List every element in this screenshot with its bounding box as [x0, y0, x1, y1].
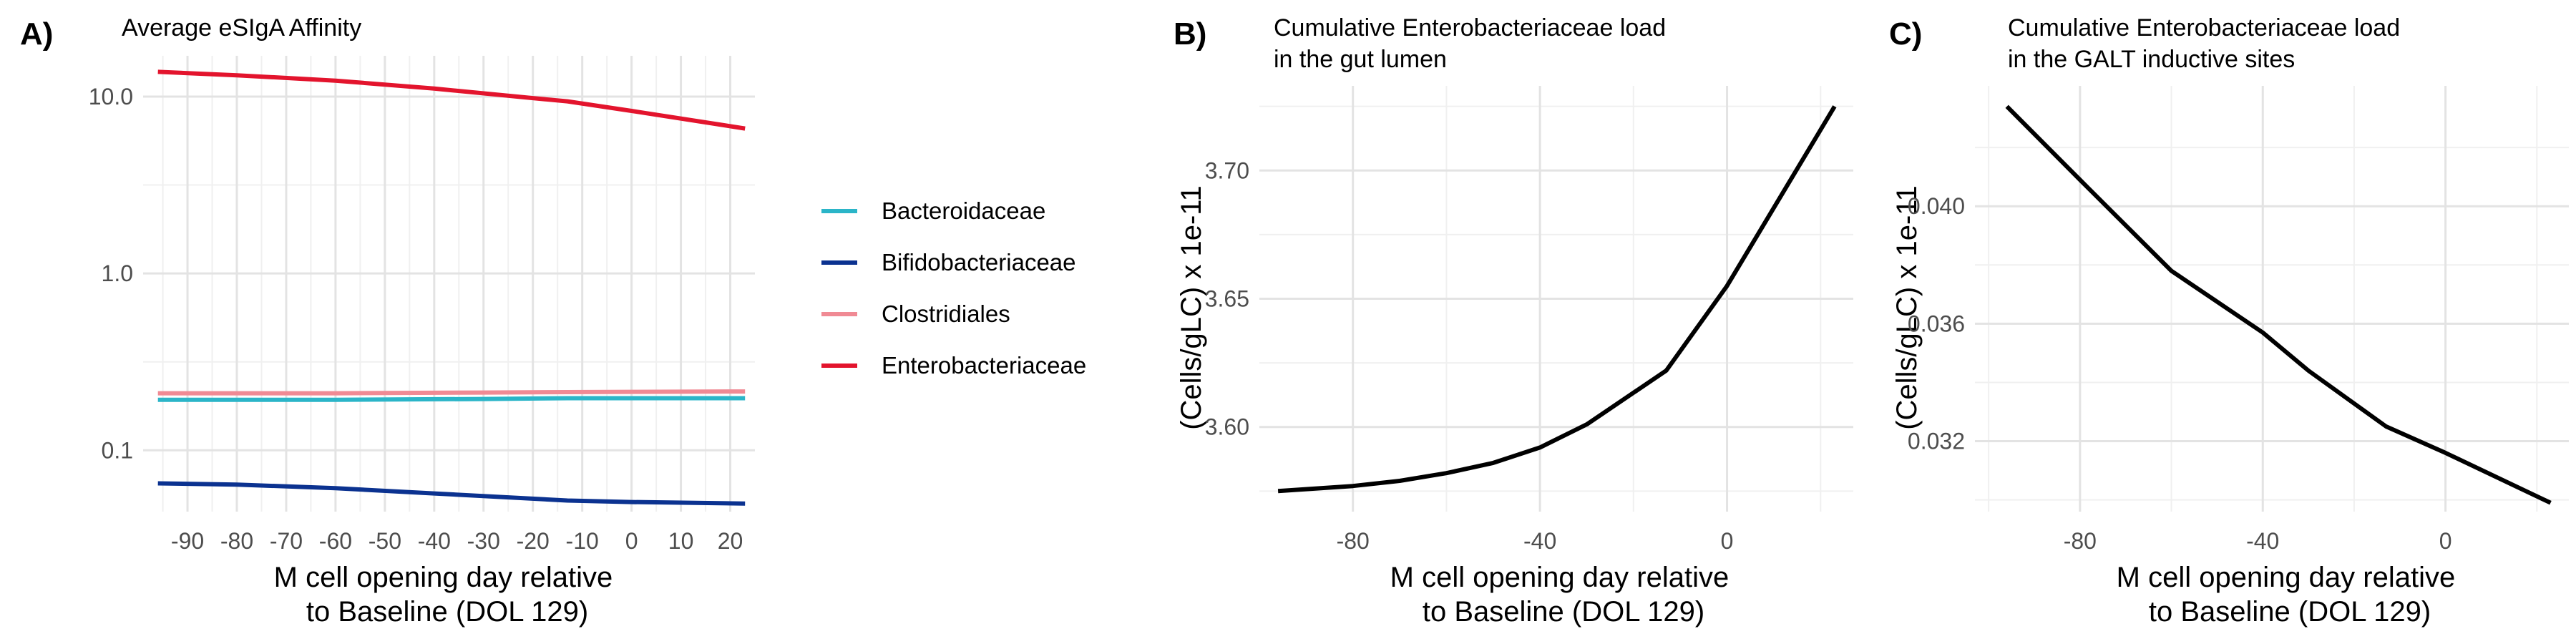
- panel-a-x-tick-label: 0: [625, 528, 638, 554]
- panel-a-legend: Bacteroidaceae Bifidobacteriaceae Clostrid…: [821, 197, 1086, 379]
- panel-a-x-tick-label: -50: [369, 528, 401, 554]
- panel-a-line-clostridiales: [157, 389, 746, 396]
- panel-c-series: [2005, 104, 2552, 505]
- panel-c-x-axis-label: M cell opening day relative to Baseline …: [2117, 562, 2464, 628]
- panel-a-label: A): [20, 16, 53, 52]
- panel-a-plot: -90 -80 -70 -60 -50 -40 -30 -20 -10 0 10 20 0.1 1.0 10…: [89, 56, 755, 554]
- panel-c-y-tick-label: 0.032: [1908, 429, 1965, 454]
- panel-a-y-tick-label: 10.0: [89, 84, 133, 109]
- panel-a-x-tick-label: -80: [220, 528, 253, 554]
- panel-b-title-line1: Cumulative Enterobacteriaceae load: [1274, 14, 1666, 42]
- panel-c-x-tick-label: 0: [2439, 528, 2452, 554]
- panel-c-label: C): [1889, 16, 1922, 52]
- panel-a-minor-grid: [143, 56, 755, 512]
- panel-a-x-tick-label: 20: [718, 528, 743, 554]
- panel-b-series: [1277, 105, 1837, 494]
- panel-c-plot-background: [1975, 86, 2569, 512]
- panel-a-x-axis-label-line1: M cell opening day relative: [274, 562, 613, 593]
- panel-c-y-axis-label: (Cells/gLC) x 1e-11: [1891, 185, 1923, 430]
- panel-a-x-tick-label: -40: [418, 528, 451, 554]
- legend-label-bacteroidaceae: Bacteroidaceae: [882, 197, 1045, 224]
- legend-label-bifidobacteriaceae: Bifidobacteriaceae: [882, 249, 1076, 275]
- panel-a-y-tick-label: 0.1: [102, 437, 133, 463]
- panel-b-line-main: [1277, 105, 1837, 494]
- panel-a-line-bacteroidaceae: [157, 396, 746, 402]
- panel-b-major-grid: [1259, 86, 1853, 512]
- panel-a-x-tick-label: -90: [171, 528, 204, 554]
- panel-b-x-axis-label: M cell opening day relative to Baseline …: [1390, 562, 1737, 628]
- panel-a-x-tick-label: -10: [566, 528, 599, 554]
- panel-b-x-tick-label: -80: [1337, 528, 1370, 554]
- panel-a-x-axis-label: M cell opening day relative to Baseline …: [274, 562, 621, 628]
- panel-a-x-tick-label: -60: [319, 528, 352, 554]
- panel-b-x-tick-label: -40: [1523, 528, 1556, 554]
- panel-a-x-tick-label: 10: [668, 528, 694, 554]
- panel-b-y-tick-label: 3.65: [1205, 286, 1249, 312]
- panel-a-x-tick-label: -70: [270, 528, 303, 554]
- panel-c: C) Cumulative Enterobacteriaceae load in…: [1889, 14, 2569, 628]
- panel-a-major-grid: [143, 56, 755, 512]
- panel-c-y-tick-label: 0.036: [1908, 311, 1965, 336]
- panel-c-line-main: [2005, 104, 2552, 505]
- panel-b: B) Cumulative Enterobacteriaceae load in…: [1174, 14, 1853, 628]
- panel-a-x-tick-label: -20: [517, 528, 550, 554]
- panel-b-x-axis-label-line2: to Baseline (DOL 129): [1423, 596, 1704, 628]
- panel-c-x-axis-label-line2: to Baseline (DOL 129): [2149, 596, 2431, 628]
- legend-label-clostridiales: Clostridiales: [882, 301, 1010, 327]
- panel-a-tick-labels: -90 -80 -70 -60 -50 -40 -30 -20 -10 0 10 20 0.1 1.0 10…: [89, 84, 743, 554]
- panel-b-title: Cumulative Enterobacteriaceae load in th…: [1274, 14, 1673, 73]
- panel-a-y-tick-label: 1.0: [102, 260, 133, 286]
- panel-a-line-enterobacteriaceae: [157, 69, 746, 131]
- panel-c-x-tick-label: -80: [2064, 528, 2097, 554]
- panel-a-title: Average eSIgA Affinity: [122, 14, 361, 42]
- panel-c-x-tick-label: -40: [2246, 528, 2279, 554]
- panel-c-title: Cumulative Enterobacteriaceae load in th…: [2008, 14, 2407, 73]
- panel-b-y-tick-label: 3.70: [1205, 157, 1249, 183]
- panel-b-plot: -80 -40 0 3.60 3.65 3.70: [1205, 86, 1853, 554]
- panel-a-x-axis-label-line2: to Baseline (DOL 129): [306, 596, 588, 628]
- legend-label-enterobacteriaceae: Enterobacteriaceae: [882, 352, 1086, 379]
- panel-c-title-line2: in the GALT inductive sites: [2008, 46, 2295, 73]
- panel-a-series: [157, 69, 746, 506]
- panel-c-title-line1: Cumulative Enterobacteriaceae load: [2008, 14, 2400, 42]
- panel-a-line-bifidobacteriaceae: [157, 481, 746, 506]
- panel-c-plot: -80 -40 0 0.032 0.036 0.040: [1908, 86, 2569, 554]
- panel-b-tick-labels: -80 -40 0 3.60 3.65 3.70: [1205, 157, 1734, 554]
- panel-a-x-tick-label: -30: [467, 528, 500, 554]
- panel-c-x-axis-label-line1: M cell opening day relative: [2117, 562, 2456, 593]
- panel-b-y-tick-label: 3.60: [1205, 414, 1249, 440]
- panel-b-title-line2: in the gut lumen: [1274, 46, 1447, 73]
- panel-a: A) Average eSIgA Affinity -90 -80 -70 -60 -5…: [20, 14, 1086, 628]
- panel-a-plot-background: [143, 56, 755, 512]
- panel-b-x-tick-label: 0: [1721, 528, 1734, 554]
- panel-c-major-grid: [1975, 86, 2569, 512]
- panel-c-y-tick-label: 0.040: [1908, 193, 1965, 219]
- panel-b-y-axis-label: (Cells/gLC) x 1e-11: [1176, 185, 1207, 430]
- panel-c-tick-labels: -80 -40 0 0.032 0.036 0.040: [1908, 193, 2452, 554]
- panel-b-x-axis-label-line1: M cell opening day relative: [1390, 562, 1729, 593]
- panel-b-label: B): [1174, 16, 1206, 52]
